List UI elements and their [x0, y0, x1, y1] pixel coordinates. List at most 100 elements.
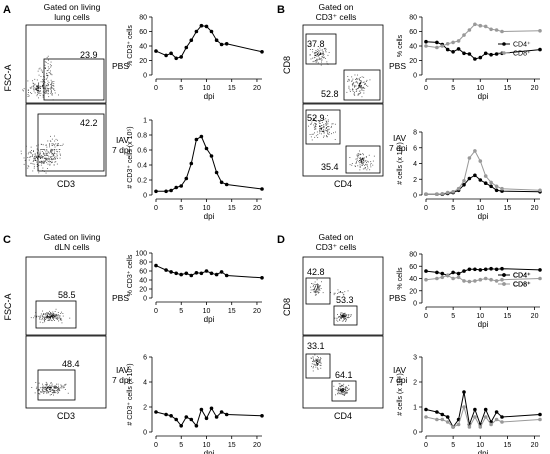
- cd4-gate: [345, 145, 381, 174]
- cell-dot: [54, 153, 56, 154]
- cell-dot: [43, 152, 44, 154]
- cell-dot: [318, 54, 320, 55]
- cell-dot: [38, 92, 40, 94]
- cell-dot: [341, 388, 343, 390]
- cd8-gate-value: 33.1: [307, 341, 325, 351]
- cell-dot: [40, 81, 42, 83]
- cell-dot: [56, 383, 57, 385]
- data-point: [467, 425, 472, 429]
- cell-dot: [41, 318, 43, 319]
- cell-dot: [53, 386, 55, 388]
- cell-dot: [313, 291, 315, 293]
- cell-dot: [38, 149, 39, 151]
- gate-title-line2: lung cells: [54, 12, 89, 22]
- cell-dot: [334, 317, 336, 319]
- cell-dot: [49, 161, 51, 162]
- x-axis-label: dpi: [204, 212, 215, 221]
- cell-dot: [337, 293, 339, 294]
- cell-dot: [47, 88, 49, 90]
- cd8-gate-value: 37.8: [307, 39, 325, 49]
- legend-label: CD8⁺: [513, 282, 531, 289]
- cell-dot: [343, 315, 345, 317]
- cell-dot: [335, 394, 336, 396]
- data-point: [538, 47, 542, 52]
- cell-dot: [36, 161, 38, 163]
- cell-dot: [34, 157, 36, 159]
- cell-dot: [33, 158, 35, 160]
- cell-dot: [317, 290, 319, 292]
- cell-dot: [48, 386, 50, 388]
- y-tick-label: 20: [139, 287, 147, 294]
- cd8-gate-value: 52.9: [307, 113, 325, 123]
- x-tick-label: 10: [203, 205, 211, 212]
- cell-dot: [310, 289, 312, 291]
- cell-dot: [46, 149, 48, 151]
- cell-dot: [356, 77, 357, 79]
- cell-dot: [345, 319, 347, 320]
- data-point: [483, 181, 488, 185]
- data-point: [169, 51, 173, 56]
- cell-dot: [344, 386, 346, 388]
- cell-dot: [47, 386, 49, 388]
- cell-dot: [338, 383, 340, 385]
- data-point: [538, 417, 542, 422]
- cell-dot: [45, 84, 47, 86]
- cell-dot: [325, 125, 327, 126]
- cell-dot: [57, 317, 59, 319]
- cell-dot: [327, 115, 328, 116]
- cell-dot: [367, 165, 368, 167]
- cell-dot: [321, 53, 323, 55]
- cell-dot: [327, 121, 329, 123]
- cell-dot: [43, 391, 45, 392]
- data-point: [424, 39, 428, 44]
- cell-dot: [341, 320, 343, 322]
- data-point: [260, 276, 264, 280]
- cell-dot: [54, 313, 56, 315]
- cell-dot: [50, 316, 52, 318]
- cell-dot: [360, 82, 362, 84]
- cell-dot: [50, 86, 52, 87]
- data-point: [456, 47, 461, 51]
- cell-dot: [37, 84, 39, 86]
- x-tick-label: 20: [253, 308, 261, 315]
- y-tick-label: 0: [413, 430, 417, 437]
- cell-dot: [57, 392, 59, 394]
- cell-dot: [359, 167, 361, 168]
- cell-dot: [51, 138, 53, 140]
- cell-dot: [340, 386, 342, 388]
- cell-dot: [39, 87, 41, 89]
- data-point: [199, 23, 204, 28]
- cell-dot: [357, 156, 359, 158]
- cell-dot: [341, 317, 342, 319]
- cell-dot: [51, 81, 53, 82]
- cell-dot: [318, 289, 320, 290]
- cell-dot: [40, 391, 41, 393]
- x-tick-label: 10: [476, 205, 484, 212]
- cell-dot: [50, 92, 52, 94]
- cell-dot: [320, 54, 321, 55]
- cell-dot: [317, 285, 318, 286]
- cell-dot: [340, 291, 341, 292]
- cell-dot: [310, 357, 312, 359]
- cell-dot: [31, 93, 33, 94]
- data-point: [467, 28, 472, 32]
- cell-dot: [39, 389, 40, 391]
- cell-dot: [345, 390, 346, 391]
- cell-dot: [373, 155, 375, 157]
- data-point: [189, 161, 194, 166]
- cell-dot: [361, 96, 363, 98]
- cell-dot: [48, 90, 49, 92]
- cell-dot: [37, 157, 38, 159]
- cell-dot: [356, 80, 358, 82]
- data-point: [184, 271, 189, 276]
- cell-dot: [47, 91, 49, 93]
- cell-dot: [49, 64, 51, 66]
- data-point: [462, 279, 466, 283]
- cell-dot: [317, 54, 318, 55]
- cell-dot: [59, 390, 61, 392]
- cell-dot: [35, 382, 37, 383]
- cell-dot: [51, 162, 52, 164]
- y-axis-label: FSC-A: [3, 65, 13, 92]
- condition-label: PBS: [112, 61, 129, 71]
- cell-dot: [54, 149, 56, 151]
